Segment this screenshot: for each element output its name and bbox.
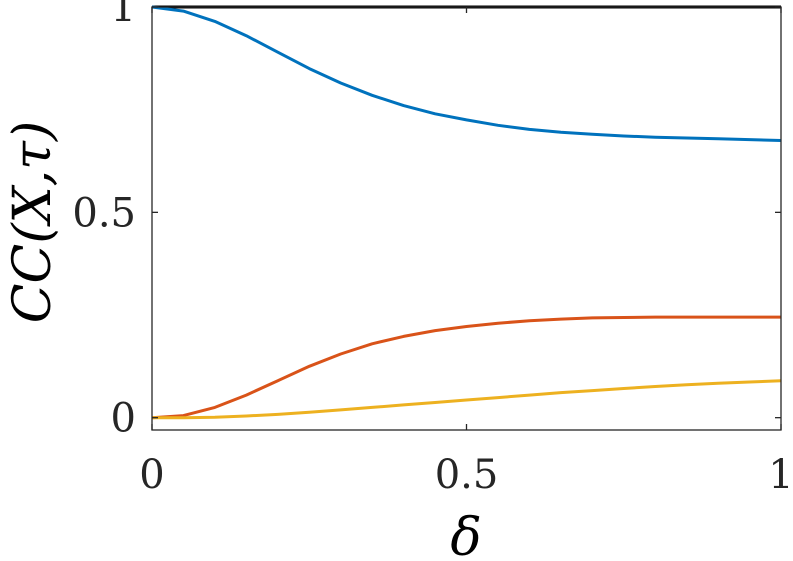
y-tick-label: 1 [111,0,136,31]
ticks-layer: 0 0.5 1 0 0.5 1 [72,0,793,498]
series-line-2 [151,5,782,142]
x-axis-label: δ [450,508,481,561]
y-tick-label: 0 [111,396,136,442]
y-tick-label: 0.5 [72,190,136,236]
x-tick-label: 0.5 [435,452,499,498]
series-line-3 [151,315,781,420]
series-line-4 [152,379,782,420]
x-tick-label: 0 [139,452,164,498]
plot-area [152,7,781,430]
x-tick-label: 1 [768,452,793,498]
y-axis-label: CC(X,τ) [3,121,63,323]
